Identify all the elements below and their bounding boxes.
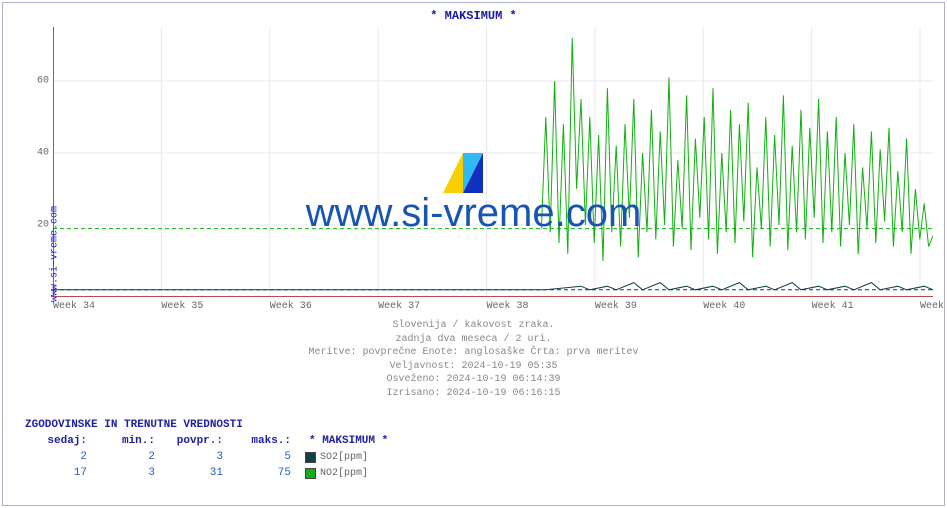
col-header: povpr.: xyxy=(161,435,229,447)
legend-label: SO2[ppm] xyxy=(320,452,368,463)
watermark-logo xyxy=(443,153,483,193)
cell: 17 xyxy=(25,467,93,479)
meta-line: Meritve: povprečne Enote: anglosaške Črt… xyxy=(3,346,944,360)
stats-table: ZGODOVINSKE IN TRENUTNE VREDNOSTI sedaj:… xyxy=(25,419,388,481)
col-header: sedaj: xyxy=(25,435,93,447)
cell: 75 xyxy=(229,467,297,479)
table-row: 2 2 3 5 SO2[ppm] xyxy=(25,449,388,465)
meta-line: Izrisano: 2024-10-19 06:16:15 xyxy=(3,387,944,401)
meta-line: zadnja dva meseca / 2 uri. xyxy=(3,333,944,347)
meta-line: Slovenija / kakovost zraka. xyxy=(3,319,944,333)
cell: 2 xyxy=(25,451,93,463)
legend-swatch xyxy=(305,452,316,463)
cell: 3 xyxy=(93,467,161,479)
cell: 31 xyxy=(161,467,229,479)
meta-block: Slovenija / kakovost zraka. zadnja dva m… xyxy=(3,319,944,400)
meta-line: Veljavnost: 2024-10-19 05:35 xyxy=(3,360,944,374)
legend-swatch xyxy=(305,468,316,479)
cell: 5 xyxy=(229,451,297,463)
chart-frame: www.si-vreme.com * MAKSIMUM * 204060 Wee… xyxy=(2,2,945,506)
legend-label: NO2[ppm] xyxy=(320,468,368,479)
col-header: min.: xyxy=(93,435,161,447)
chart-plot xyxy=(53,27,933,297)
legend-title: * MAKSIMUM * xyxy=(309,435,388,447)
table-row: 17 3 31 75 NO2[ppm] xyxy=(25,465,388,481)
table-title: ZGODOVINSKE IN TRENUTNE VREDNOSTI xyxy=(25,419,388,431)
chart-title: * MAKSIMUM * xyxy=(3,9,944,23)
cell: 3 xyxy=(161,451,229,463)
table-header-row: sedaj: min.: povpr.: maks.: * MAKSIMUM * xyxy=(25,433,388,449)
col-header: maks.: xyxy=(229,435,297,447)
meta-line: Osveženo: 2024-10-19 06:14:39 xyxy=(3,373,944,387)
cell: 2 xyxy=(93,451,161,463)
